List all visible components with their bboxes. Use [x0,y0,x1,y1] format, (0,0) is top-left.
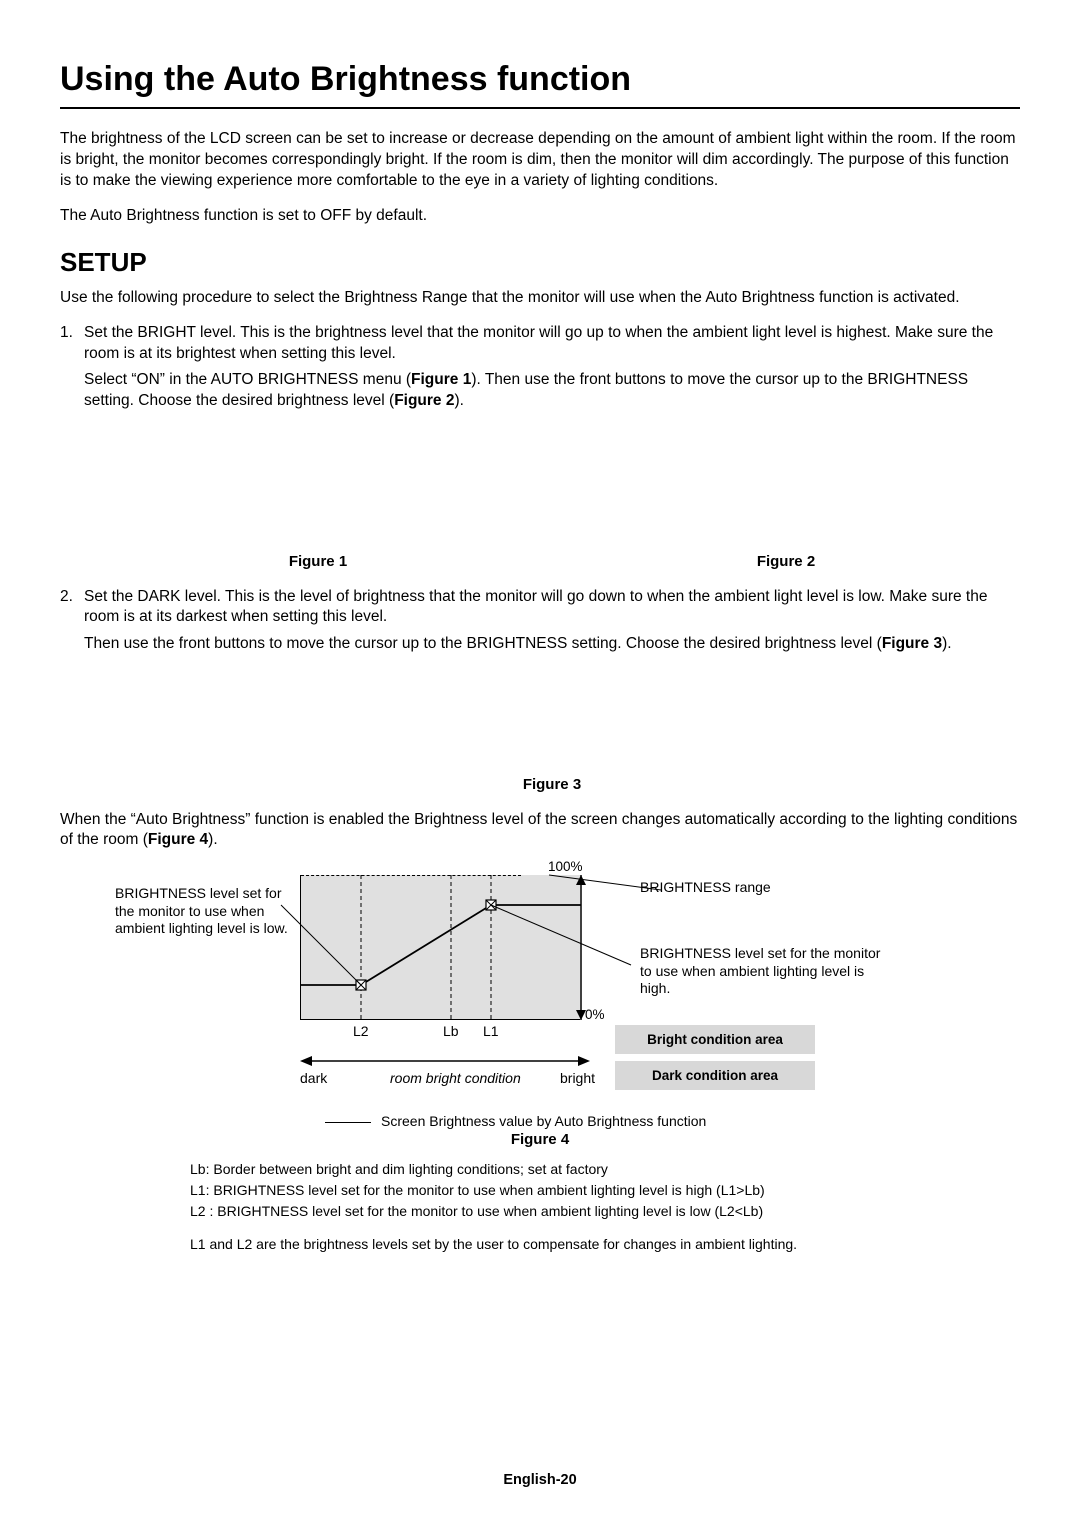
step2-text-a: Set the DARK level. This is the level of… [84,588,987,626]
step1-text-b: Select “ON” in the AUTO BRIGHTNESS menu … [84,370,1020,412]
x-left-label: dark [300,1070,327,1086]
footnote-note: L1 and L2 are the brightness levels set … [190,1235,1020,1254]
figure2-ref: Figure 2 [394,392,454,409]
setup-heading: SETUP [60,247,1020,278]
footnote-lb: Lb: Border between bright and dim lighti… [190,1160,1020,1179]
figure3-ref: Figure 3 [882,635,942,652]
annot-left: BRIGHTNESS level set for the monitor to … [115,885,295,938]
page-footer: English-20 [0,1472,1080,1488]
page-title: Using the Auto Brightness function [60,60,1020,109]
figure-row-1-2: Figure 1 Figure 2 [84,552,1020,572]
callout-left [281,905,361,985]
enabled-paragraph: When the “Auto Brightness” function is e… [60,810,1020,852]
legend-line-icon [325,1122,371,1123]
figure4-caption: Figure 4 [60,1131,1020,1148]
tick-lb: Lb [443,1023,459,1039]
step2-b-post: ). [942,635,951,652]
intro-paragraph-1: The brightness of the LCD screen can be … [60,129,1020,192]
chart-plot-area [300,875,580,1020]
step1-b-pre: Select “ON” in the AUTO BRIGHTNESS menu … [84,371,411,388]
callout-right-high [491,905,631,965]
step1-text-a: Set the BRIGHT level. This is the bright… [84,324,993,362]
footnote-l2: L2 : BRIGHTNESS level set for the monito… [190,1202,1020,1221]
figure3-wrap: Figure 3 [84,775,1020,795]
step-2: Set the DARK level. This is the level of… [60,587,1020,796]
legend-bright-area: Bright condition area [615,1025,815,1054]
step2-text-b: Then use the front buttons to move the c… [84,634,1020,655]
legend-line-label: Screen Brightness value by Auto Brightne… [325,1113,825,1131]
annot-high: BRIGHTNESS level set for the monitor to … [640,945,890,998]
brightness-line [301,905,581,985]
figure1-ref: Figure 1 [411,371,471,388]
figure4-ref: Figure 4 [148,831,208,848]
x-axis-arrow [300,1053,590,1069]
enabled-post: ). [208,831,217,848]
step2-b-pre: Then use the front buttons to move the c… [84,635,882,652]
tick-l1: L1 [483,1023,499,1039]
label-0pct: 0% [585,1007,605,1024]
step1-b-post: ). [454,392,463,409]
footnote-l1: L1: BRIGHTNESS level set for the monitor… [190,1181,1020,1200]
legend-dark-area: Dark condition area [615,1061,815,1090]
legend-text: Screen Brightness value by Auto Brightne… [381,1113,706,1129]
figure4-chart: BRIGHTNESS level set for the monitor to … [60,865,1020,1125]
figure3-caption: Figure 3 [84,775,1020,795]
intro-paragraph-2: The Auto Brightness function is set to O… [60,206,1020,227]
figure2-caption: Figure 2 [757,552,815,572]
step-1: Set the BRIGHT level. This is the bright… [60,323,1020,573]
tick-l2: L2 [353,1023,369,1039]
figure1-caption: Figure 1 [289,552,347,572]
label-100pct: 100% [548,859,583,876]
x-right-label: bright [560,1070,595,1086]
chart-svg [301,875,581,1020]
footnotes: Lb: Border between bright and dim lighti… [190,1160,1020,1254]
x-mid-label: room bright condition [390,1070,521,1086]
annot-range: BRIGHTNESS range [640,879,890,897]
setup-steps: Set the BRIGHT level. This is the bright… [60,323,1020,796]
setup-intro: Use the following procedure to select th… [60,288,1020,309]
